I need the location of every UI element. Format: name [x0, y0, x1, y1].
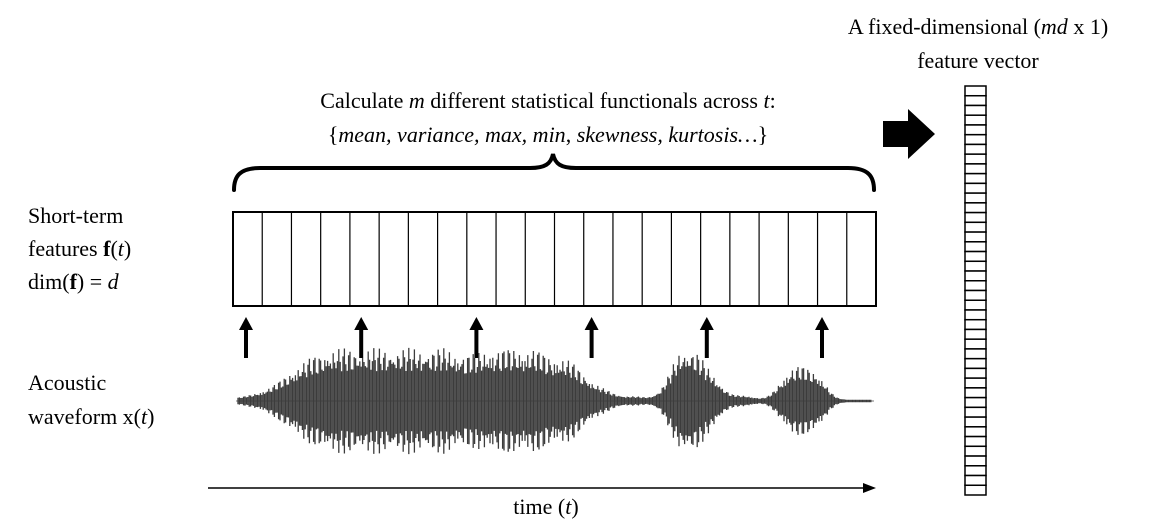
short-term-frames [232, 211, 877, 307]
vector-cell [964, 270, 987, 282]
up-arrow-icon [354, 317, 369, 358]
vector-cell [964, 114, 987, 126]
vector-cell [964, 241, 987, 253]
vector-cell [964, 396, 987, 409]
vector-cell [964, 416, 987, 428]
vector-cell [964, 455, 987, 467]
vector-cell [964, 387, 987, 399]
vector-cell [964, 124, 987, 136]
vector-cell [964, 338, 987, 350]
short-term-label-line2: features f(t) [28, 236, 131, 261]
vector-caption-line1: A fixed-dimensional (md x 1) [848, 14, 1108, 39]
acoustic-waveform [236, 347, 874, 455]
vector-cell [964, 367, 987, 379]
vector-cell [964, 182, 987, 194]
vector-cell [964, 172, 987, 185]
vector-cell [964, 153, 987, 165]
functionals-caption-line2: {mean, variance, max, min, skewness, kur… [328, 122, 768, 147]
vector-cell [964, 445, 987, 457]
feature-vector-column [964, 85, 987, 496]
vector-cell [964, 85, 987, 97]
acoustic-label-line2: waveform x(t) [28, 404, 154, 429]
vector-cell [964, 94, 987, 107]
vector-cell [964, 406, 987, 418]
vector-cell [964, 484, 987, 496]
vector-cell [964, 250, 987, 263]
vector-cell [964, 260, 987, 272]
vector-cell [964, 202, 987, 214]
vector-cell [964, 357, 987, 370]
vector-cell [964, 133, 987, 146]
functionals-caption-line1: Calculate m different statistical functi… [320, 88, 775, 113]
time-axis-arrowhead-icon [863, 483, 876, 493]
vector-cell [964, 318, 987, 331]
vector-cell [964, 104, 987, 116]
acoustic-label-line1: Acoustic [28, 370, 106, 395]
vector-cell [964, 163, 987, 175]
frame-arrows [239, 317, 829, 358]
time-axis-label: time (t) [513, 494, 578, 519]
vector-cell [964, 426, 987, 438]
vector-cell [964, 474, 987, 487]
up-arrow-icon [584, 317, 599, 358]
vector-cell [964, 280, 987, 292]
waveform-trace [237, 347, 872, 455]
short-term-label-line3: dim(f) = d [28, 269, 120, 294]
vector-cell [964, 289, 987, 301]
vector-cell [964, 328, 987, 340]
vector-cell [964, 221, 987, 233]
vector-cell [964, 465, 987, 477]
short-term-label-line1: Short-term [28, 203, 123, 228]
vector-cell [964, 231, 987, 243]
big-right-arrow-icon [883, 109, 935, 159]
curly-brace [232, 153, 876, 192]
vector-cell [964, 192, 987, 204]
up-arrow-icon [699, 317, 714, 358]
vector-cell [964, 435, 987, 448]
up-arrow-icon [239, 317, 253, 358]
vector-cell [964, 299, 987, 311]
vector-cell [964, 309, 987, 321]
up-arrow-icon [815, 317, 829, 358]
vector-cell [964, 143, 987, 155]
vector-cell [964, 377, 987, 389]
up-arrow-icon [469, 317, 484, 358]
vector-cell [964, 348, 987, 360]
vector-cell [964, 211, 987, 224]
vector-caption-line2: feature vector [917, 48, 1039, 73]
